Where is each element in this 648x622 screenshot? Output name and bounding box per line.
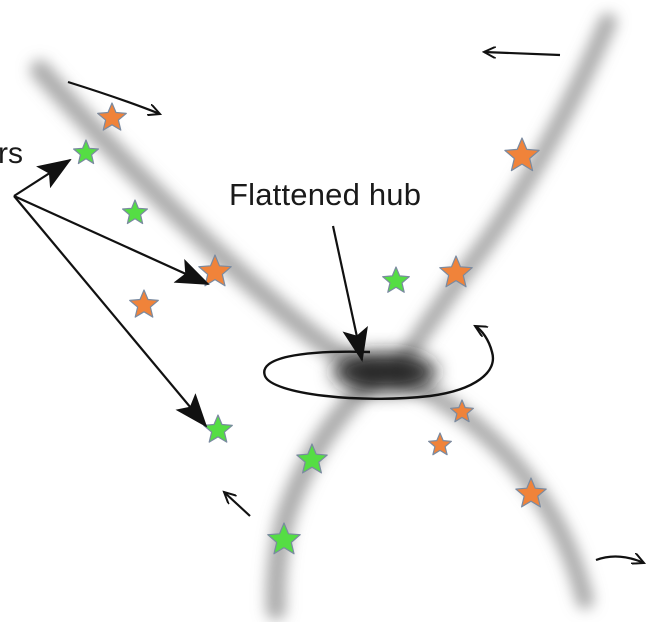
stars: [73, 102, 547, 555]
hub-label: Flattened hub: [229, 177, 422, 212]
stars-label-fragment: rs: [0, 137, 23, 170]
green-star-3: [122, 199, 148, 225]
orange-star-5: [129, 289, 159, 318]
green-star-2: [73, 139, 99, 165]
orange-star-1: [97, 102, 127, 131]
orange-star-11: [428, 432, 452, 456]
green-star-6: [203, 414, 233, 443]
green-star-14: [267, 522, 301, 555]
pointer-arrow-2: [13, 194, 210, 286]
hub-rotation-arrow: [263, 326, 495, 400]
hub: [333, 352, 437, 392]
filaments: [30, 13, 617, 620]
motion-arrows: [67, 52, 644, 563]
orange-star-8: [439, 255, 473, 288]
filament-upper-right: [386, 13, 617, 381]
green-star-9: [382, 266, 410, 293]
filament-lower-left: [265, 370, 382, 620]
pointer-arrows: [13, 158, 210, 428]
motion-arrow-bottom-right: [595, 556, 644, 563]
orange-star-7: [504, 137, 540, 172]
pointer-arrow-3: [13, 195, 208, 428]
green-star-13: [296, 443, 328, 474]
filament-upper-left: [30, 60, 385, 382]
orange-star-12: [515, 477, 547, 508]
filament-lower-right: [391, 369, 594, 609]
hub-label-arrow: [331, 225, 368, 362]
motion-arrow-top-left: [67, 80, 160, 114]
motion-arrow-bottom-left: [224, 492, 251, 517]
motion-arrow-top-right: [484, 52, 561, 55]
orange-star-10: [450, 399, 474, 423]
pointer-arrow-1: [13, 158, 72, 197]
